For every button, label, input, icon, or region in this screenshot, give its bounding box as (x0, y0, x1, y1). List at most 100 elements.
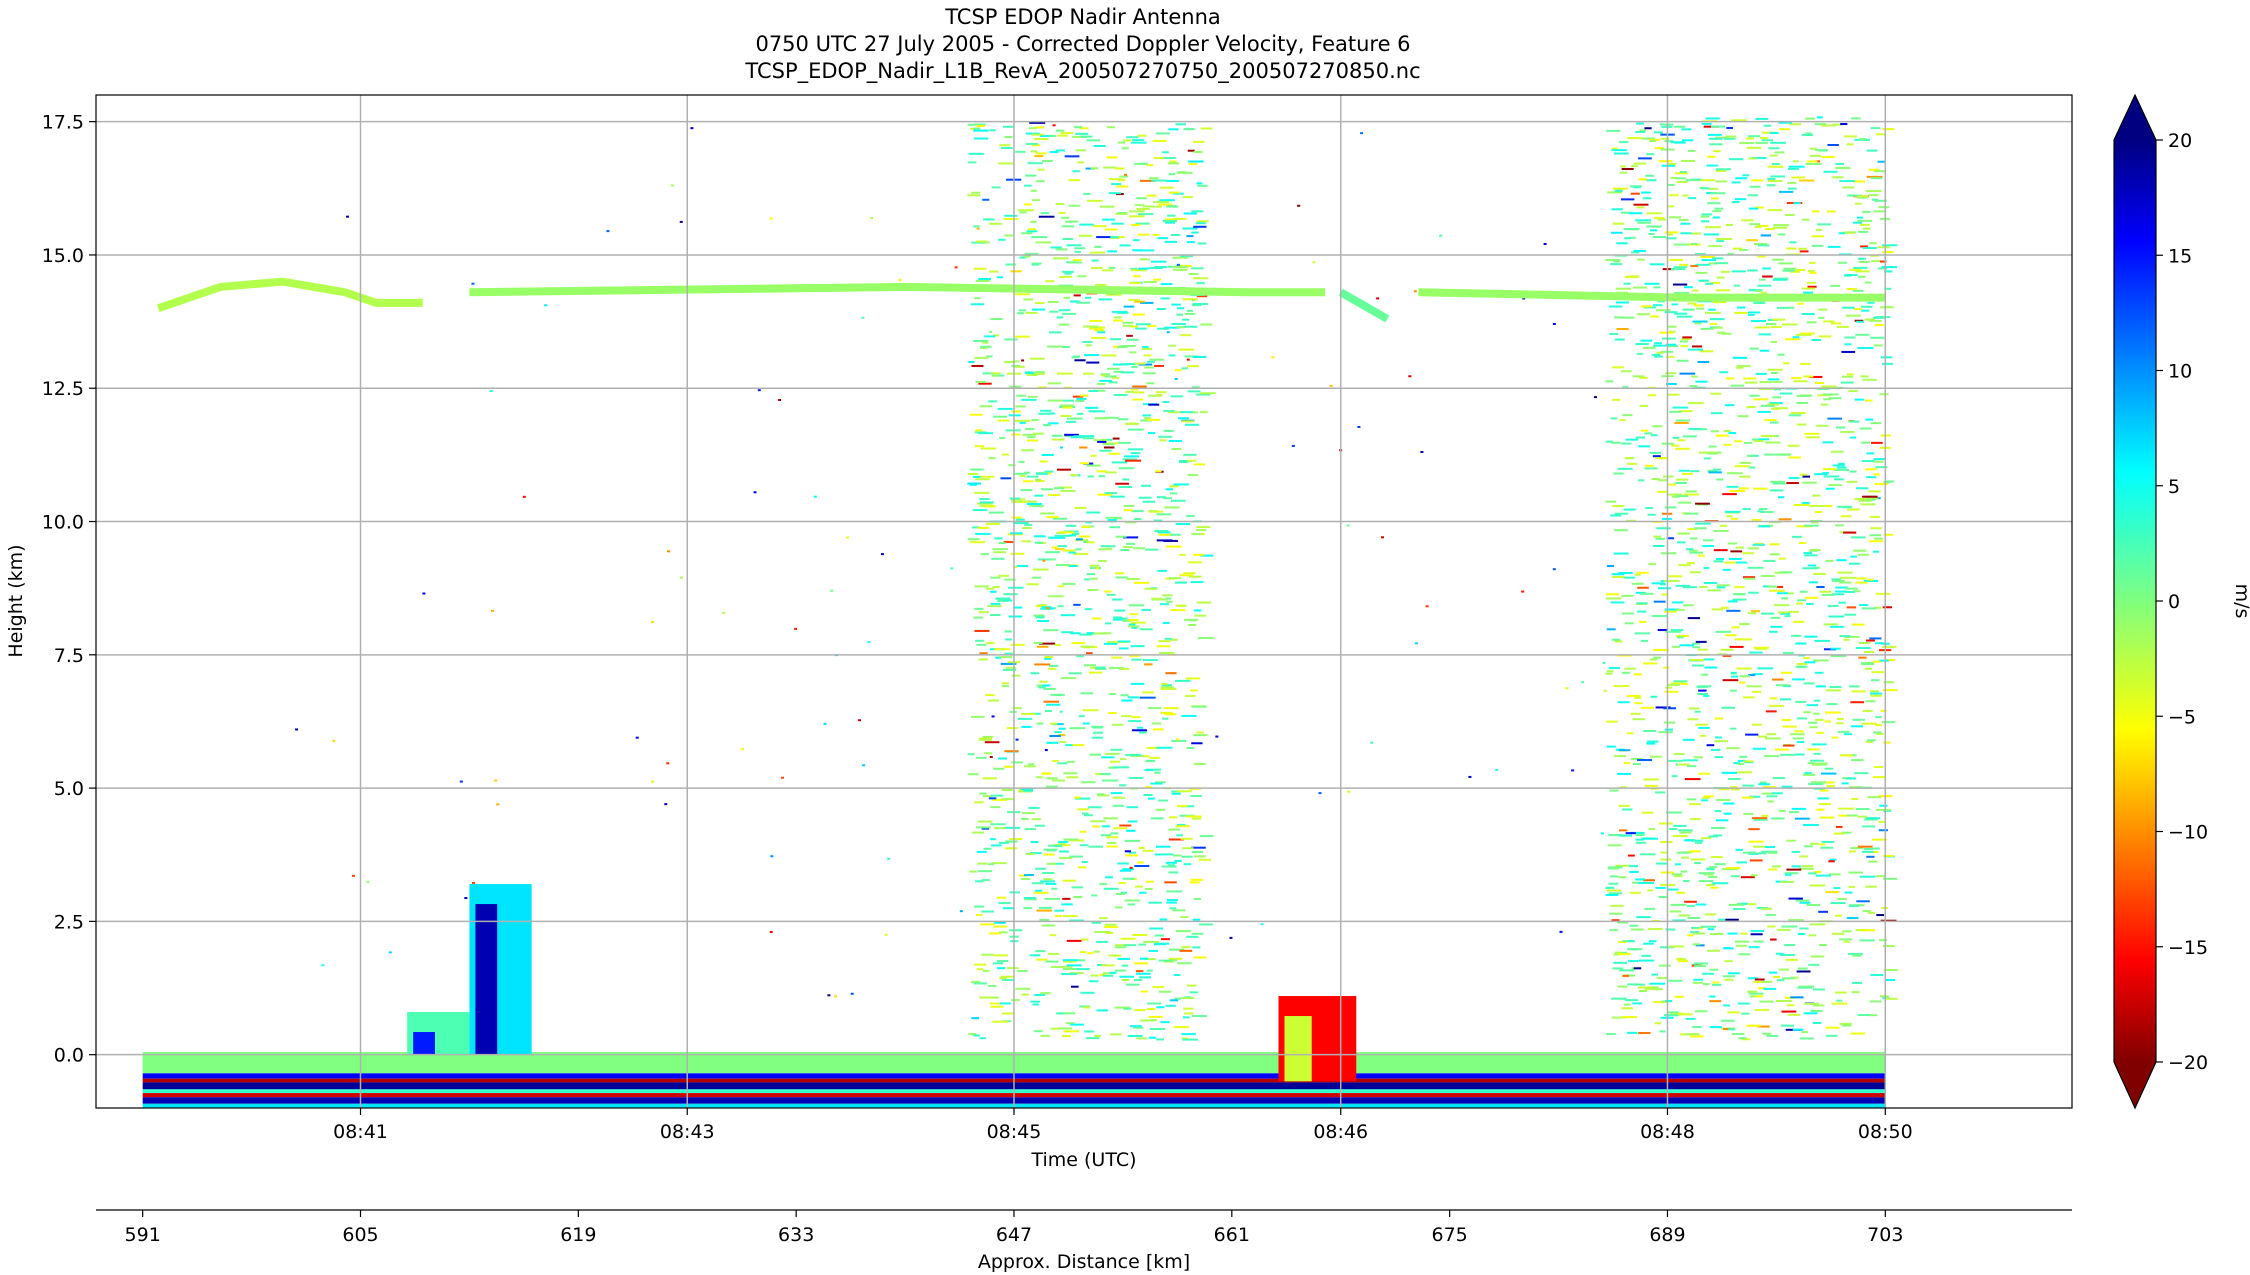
noise-pixel (1815, 685, 1826, 688)
echo-speck (1176, 263, 1180, 266)
noise-pixel (1146, 880, 1154, 883)
noise-pixel (1682, 336, 1692, 339)
noise-pixel (1157, 327, 1169, 330)
noise-pixel (1674, 875, 1683, 878)
noise-pixel (1645, 179, 1657, 182)
noise-pixel (988, 457, 996, 460)
noise-pixel (1613, 472, 1624, 475)
noise-pixel (1703, 567, 1710, 570)
noise-pixel (1649, 140, 1656, 143)
noise-pixel (1818, 803, 1831, 806)
noise-pixel (1847, 194, 1862, 197)
noise-pixel (1664, 728, 1673, 731)
noise-pixel (1641, 137, 1656, 140)
noise-pixel (1694, 965, 1707, 968)
noise-pixel (1130, 388, 1139, 391)
noise-pixel (1851, 690, 1866, 693)
noise-pixel (1162, 219, 1177, 222)
noise-pixel (1062, 270, 1074, 273)
noise-pixel (1122, 478, 1130, 481)
noise-pixel (1831, 932, 1845, 935)
noise-pixel (1083, 372, 1094, 375)
noise-pixel (1183, 618, 1199, 621)
noise-pixel (1127, 820, 1138, 823)
noise-pixel (981, 827, 990, 830)
noise-pixel (1785, 873, 1792, 876)
noise-pixel (1838, 261, 1848, 264)
noise-pixel (1117, 346, 1128, 349)
noise-pixel (1711, 430, 1720, 433)
noise-pixel (980, 447, 997, 450)
noise-pixel (1726, 609, 1741, 612)
noise-pixel (1171, 322, 1186, 325)
noise-pixel (1839, 635, 1851, 638)
noise-pixel (978, 475, 995, 478)
noise-pixel (1651, 353, 1661, 356)
noise-pixel (1750, 933, 1763, 936)
noise-pixel (1052, 517, 1068, 520)
noise-pixel (1686, 904, 1696, 907)
noise-pixel (1684, 900, 1697, 903)
noise-pixel (1192, 946, 1201, 949)
noise-pixel (1155, 942, 1170, 945)
noise-pixel (1797, 599, 1806, 602)
noise-pixel (1766, 184, 1776, 187)
noise-pixel (1761, 792, 1775, 795)
noise-pixel (1871, 671, 1884, 674)
noise-pixel (1087, 588, 1099, 591)
noise-pixel (1788, 919, 1804, 922)
noise-pixel (1665, 355, 1675, 358)
noise-pixel (998, 162, 1015, 165)
noise-pixel (1161, 683, 1168, 686)
noise-pixel (1127, 903, 1136, 906)
noise-pixel (1687, 934, 1694, 937)
noise-pixel (973, 129, 989, 132)
noise-pixel (1698, 279, 1709, 282)
noise-pixel (1606, 745, 1616, 748)
noise-pixel (1126, 136, 1139, 139)
noise-pixel (1611, 573, 1624, 576)
noise-pixel (1774, 748, 1789, 751)
noise-pixel (1804, 1002, 1819, 1005)
noise-pixel (1196, 601, 1212, 604)
noise-pixel (1735, 546, 1745, 549)
noise-pixel (1611, 638, 1621, 641)
noise-pixel (1158, 203, 1172, 206)
noise-pixel (1146, 969, 1153, 972)
noise-pixel (1045, 960, 1059, 963)
noise-pixel (1835, 426, 1846, 429)
noise-pixel (1056, 129, 1064, 132)
noise-pixel (1110, 338, 1121, 341)
noise-pixel (1173, 483, 1189, 486)
noise-pixel (1667, 1011, 1679, 1014)
noise-pixel (1047, 345, 1063, 348)
noise-pixel (1671, 775, 1678, 778)
noise-pixel (1823, 320, 1835, 323)
noise-pixel (1059, 404, 1075, 407)
noise-pixel (1143, 281, 1157, 284)
noise-pixel (1801, 1031, 1809, 1034)
noise-pixel (1769, 543, 1780, 546)
noise-pixel (1708, 187, 1719, 190)
noise-pixel (1702, 983, 1710, 986)
noise-pixel (1782, 651, 1794, 654)
noise-pixel (1731, 181, 1741, 184)
noise-pixel (1805, 436, 1820, 439)
noise-pixel (1107, 641, 1115, 644)
noise-pixel (1730, 517, 1739, 520)
noise-pixel (1848, 420, 1860, 423)
noise-pixel (1795, 333, 1812, 336)
noise-pixel (1810, 521, 1819, 524)
noise-pixel (1735, 848, 1743, 851)
noise-pixel (1031, 263, 1040, 266)
noise-pixel (1694, 861, 1702, 864)
noise-pixel (976, 240, 987, 243)
noise-pixel (1113, 393, 1128, 396)
noise-pixel (1788, 414, 1802, 417)
noise-pixel (1012, 360, 1020, 363)
echo-speck (1565, 687, 1569, 690)
noise-pixel (969, 483, 977, 486)
noise-pixel (1751, 874, 1758, 877)
noise-pixel (1020, 788, 1034, 791)
noise-pixel (1658, 822, 1673, 825)
